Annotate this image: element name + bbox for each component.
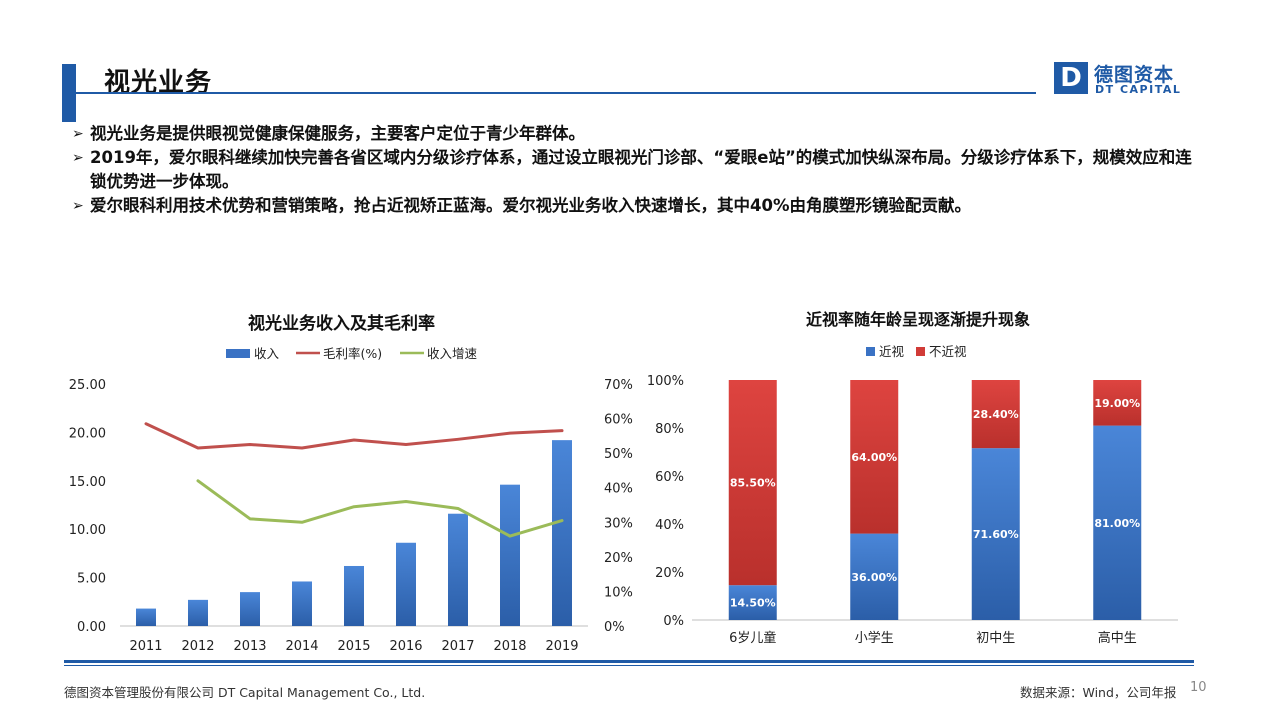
logo-text-cn: 德图资本 bbox=[1094, 64, 1175, 86]
data-label-non-myopia: 85.50% bbox=[730, 477, 776, 490]
y2-axis-tick-label: 30% bbox=[604, 516, 633, 531]
logo: D 德图资本 DT CAPITAL bbox=[1054, 62, 1184, 98]
data-label-myopia: 14.50% bbox=[730, 597, 776, 610]
bar-revenue bbox=[500, 484, 520, 626]
line-revenue-growth bbox=[196, 479, 564, 538]
bar-revenue bbox=[344, 565, 364, 626]
bullet-item: ➢ 视光业务是提供眼视觉健康保健服务，主要客户定位于青少年群体。 bbox=[72, 122, 1192, 146]
data-label-non-myopia: 19.00% bbox=[1094, 397, 1140, 410]
legend-label-growth: 收入增速 bbox=[427, 346, 478, 361]
revenue-margin-chart: 收入 毛利率(%) 收入增速 0.00 5.00 10.00 15.00 20.00 25.00… bbox=[69, 346, 633, 654]
y-axis-tick-label: 10.00 bbox=[69, 523, 106, 538]
legend-swatch-revenue bbox=[226, 349, 250, 358]
chart2-title: 近视率随年龄呈现逐渐提升现象 bbox=[806, 310, 1031, 329]
bar-non-myopia bbox=[850, 380, 899, 534]
y2-axis-tick-label: 10% bbox=[604, 585, 633, 600]
y2-axis-tick-label: 60% bbox=[604, 413, 633, 428]
bar-revenue bbox=[240, 592, 260, 626]
y-axis-tick-label: 100% bbox=[647, 374, 684, 389]
arrow-bullet-icon: ➢ bbox=[72, 198, 84, 214]
y2-axis-tick-label: 50% bbox=[604, 447, 633, 462]
y-axis-tick-label: 0% bbox=[663, 614, 684, 629]
bar-non-myopia bbox=[728, 380, 777, 586]
bar-myopia bbox=[971, 448, 1020, 620]
x-axis-tick-label: 高中生 bbox=[1098, 630, 1137, 646]
bar-non-myopia bbox=[971, 380, 1020, 449]
line-gross-margin bbox=[144, 422, 564, 450]
y-axis-tick-label: 20% bbox=[655, 566, 684, 581]
x-axis-tick-label: 2015 bbox=[337, 639, 370, 654]
footer-company: 德图资本管理股份有限公司 DT Capital Management Co., … bbox=[64, 685, 426, 700]
x-axis-tick-label: 2019 bbox=[545, 639, 578, 654]
y-axis-tick-label: 60% bbox=[655, 470, 684, 485]
legend-swatch-myopia bbox=[866, 347, 875, 356]
bar-revenue bbox=[396, 542, 416, 626]
x-axis-tick-label: 2014 bbox=[285, 639, 318, 654]
data-label-myopia: 81.00% bbox=[1094, 517, 1140, 530]
legend-label-margin: 毛利率(%) bbox=[323, 346, 382, 361]
x-axis-tick-label: 2018 bbox=[493, 639, 526, 654]
legend-swatch-non-myopia bbox=[916, 347, 925, 356]
y-axis-tick-label: 80% bbox=[655, 422, 684, 437]
footer-source: 数据来源：Wind，公司年报 bbox=[1020, 685, 1177, 700]
logo-text-en: DT CAPITAL bbox=[1095, 83, 1182, 96]
bar-revenue bbox=[188, 599, 208, 626]
y-axis-tick-label: 15.00 bbox=[69, 475, 106, 490]
bar-non-myopia bbox=[1093, 380, 1142, 426]
bullet-item: ➢ 2019年，爱尔眼科继续加快完善各省区域内分级诊疗体系，通过设立眼视光门诊部… bbox=[72, 146, 1192, 194]
logo-mark: D bbox=[1054, 62, 1088, 94]
bullet-list: ➢ 视光业务是提供眼视觉健康保健服务，主要客户定位于青少年群体。 ➢ 2019年… bbox=[72, 122, 1192, 218]
y2-axis-tick-label: 40% bbox=[604, 482, 633, 497]
x-axis-tick-label: 小学生 bbox=[855, 630, 894, 646]
y2-axis-tick-label: 20% bbox=[604, 551, 633, 566]
y-axis-tick-label: 5.00 bbox=[77, 572, 106, 587]
footer-divider-thin bbox=[64, 665, 1194, 666]
bar-revenue bbox=[136, 608, 156, 626]
bar-myopia bbox=[728, 585, 777, 620]
legend-label-revenue: 收入 bbox=[254, 346, 280, 361]
y2-axis-tick-label: 70% bbox=[604, 378, 633, 393]
y-axis-tick-label: 20.00 bbox=[69, 426, 106, 441]
bullet-text: 视光业务是提供眼视觉健康保健服务，主要客户定位于青少年群体。 bbox=[90, 124, 585, 143]
bar-revenue bbox=[448, 513, 468, 626]
x-axis-tick-label: 初中生 bbox=[976, 631, 1015, 646]
y-axis-tick-label: 40% bbox=[655, 518, 684, 533]
myopia-rate-chart: 近视 不近视 0% 20% 40% 60% 80% 100% 14.50% 85.50% 6岁儿童 3… bbox=[647, 344, 1178, 646]
data-label-myopia: 71.60% bbox=[973, 528, 1019, 541]
title-underline bbox=[76, 92, 1036, 94]
y-axis-tick-label: 0.00 bbox=[77, 620, 106, 635]
bar-revenue bbox=[292, 581, 312, 626]
x-axis-tick-label: 2017 bbox=[441, 639, 474, 654]
data-label-non-myopia: 28.40% bbox=[973, 408, 1019, 421]
x-axis-tick-label: 2012 bbox=[181, 639, 214, 654]
bar-revenue bbox=[552, 440, 572, 626]
x-axis-tick-label: 2016 bbox=[389, 639, 422, 654]
bullet-text: 2019年，爱尔眼科继续加快完善各省区域内分级诊疗体系，通过设立眼视光门诊部、“… bbox=[90, 148, 1192, 191]
legend-label-myopia: 近视 bbox=[879, 344, 905, 359]
y2-axis-tick-label: 0% bbox=[604, 620, 625, 635]
page-number: 10 bbox=[1190, 680, 1207, 695]
data-label-myopia: 36.00% bbox=[851, 571, 897, 584]
bar-myopia bbox=[1093, 425, 1142, 620]
data-label-non-myopia: 64.00% bbox=[851, 451, 897, 464]
bar-myopia bbox=[850, 533, 899, 620]
x-axis-tick-label: 6岁儿童 bbox=[729, 630, 776, 646]
bullet-item: ➢ 爱尔眼科利用技术优势和营销策略，抢占近视矫正蓝海。爱尔视光业务收入快速增长，… bbox=[72, 194, 1192, 218]
footer-divider bbox=[64, 660, 1194, 663]
chart1-title: 视光业务收入及其毛利率 bbox=[248, 314, 435, 334]
x-axis-tick-label: 2011 bbox=[129, 639, 162, 654]
y-axis-tick-label: 25.00 bbox=[69, 378, 106, 393]
title-accent-bar bbox=[62, 64, 76, 122]
legend-label-non-myopia: 不近视 bbox=[929, 344, 967, 359]
x-axis-tick-label: 2013 bbox=[233, 639, 266, 654]
arrow-bullet-icon: ➢ bbox=[72, 150, 84, 166]
arrow-bullet-icon: ➢ bbox=[72, 126, 84, 142]
bullet-text: 爱尔眼科利用技术优势和营销策略，抢占近视矫正蓝海。爱尔视光业务收入快速增长，其中… bbox=[90, 196, 971, 215]
